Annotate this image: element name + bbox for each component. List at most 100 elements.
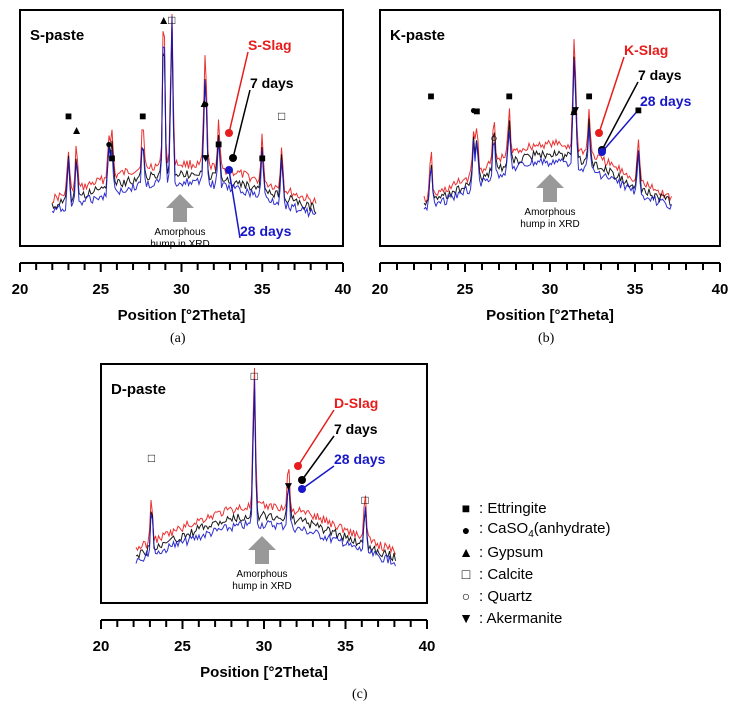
akermanite-marker-icon: ▼ <box>200 151 212 165</box>
series-label-28-days: 28 days <box>334 451 386 467</box>
calcite-marker-icon: □ <box>278 109 285 123</box>
series-line-k-slag <box>423 39 672 203</box>
x-tick-label: 30 <box>542 281 559 298</box>
series-label-7-days: 7 days <box>638 67 682 83</box>
annotation-line-2: hump in XRD <box>150 239 209 250</box>
akermanite-marker-icon: ▼ <box>283 479 295 493</box>
annotation-line-2: hump in XRD <box>232 581 291 592</box>
calcite-marker-icon: □ <box>148 451 155 465</box>
x-axis-title: Position [°2Theta] <box>118 307 246 324</box>
ettringite-marker-icon: ■ <box>139 109 146 123</box>
x-tick-label: 40 <box>335 281 352 298</box>
series-dot <box>294 462 302 470</box>
series-pointer <box>301 435 335 481</box>
x-tick-label: 40 <box>712 281 729 298</box>
paste-label: S-paste <box>30 27 84 44</box>
ettringite-marker-icon: ■ <box>65 109 72 123</box>
ettringite-marker-icon: ■ <box>635 103 642 117</box>
series-pointer <box>601 81 639 151</box>
ettringite-marker-icon: ■ <box>259 151 266 165</box>
series-line-d-slag <box>135 367 396 555</box>
caso4-marker-icon: ● <box>570 105 577 119</box>
annotation-line-1: Amorphous <box>524 207 575 218</box>
series-line-7-days <box>51 28 317 214</box>
x-tick-label: 25 <box>174 638 191 655</box>
series-dot <box>298 485 306 493</box>
legend-item-caso4: ● : CaSO4(anhydrate) <box>457 519 611 541</box>
series-line-28-days <box>51 16 317 219</box>
akermanite-marker-icon: ▼ <box>570 103 582 117</box>
quartz-icon: ○ <box>461 588 471 604</box>
ettringite-marker-icon: ■ <box>108 151 115 165</box>
chart-panel-a: 20 25 30 35 40 Position [°2Theta] S-paste Amorp… <box>12 9 352 324</box>
series-label-7-days: 7 days <box>250 75 294 91</box>
x-tick-label: 40 <box>419 638 436 655</box>
annotation-line-1: Amorphous <box>236 569 287 580</box>
amorphous-arrow-icon <box>166 194 194 222</box>
gypsum-marker-icon: ▲ <box>568 104 580 118</box>
legend-item-quartz: ○ : Quartz <box>457 585 610 607</box>
caption-b: (b) <box>538 331 555 346</box>
calcite-icon: □ <box>461 566 471 582</box>
ettringite-icon: ■ <box>461 500 471 516</box>
x-tick-label: 30 <box>256 638 273 655</box>
x-tick-label: 25 <box>92 281 109 298</box>
annotation-line-1: Amorphous <box>154 227 205 238</box>
series-label-7-days: 7 days <box>334 421 378 437</box>
paste-label: K-paste <box>390 27 445 44</box>
calcite-marker-icon: □ <box>251 369 258 383</box>
x-tick-label: 20 <box>93 638 110 655</box>
series-line-28-days <box>135 378 396 567</box>
ettringite-marker-icon: ■ <box>215 137 222 151</box>
ettringite-marker-icon: ■ <box>506 89 513 103</box>
chart-panel-c: 20 25 30 35 40 Position [°2Theta] D-paste Amorp… <box>93 363 436 681</box>
series-pointer <box>601 107 641 153</box>
caso4-marker-icon: ● <box>202 97 209 111</box>
x-axis-title: Position [°2Theta] <box>486 307 614 324</box>
series-dot <box>225 166 233 174</box>
caso4-icon: ● <box>461 522 471 538</box>
quartz-marker-icon: ○ <box>490 131 497 145</box>
plot-frame <box>100 363 428 604</box>
caso4-marker-icon: ● <box>105 137 112 151</box>
series-label-k-slag: K-Slag <box>624 42 668 58</box>
legend-item-gypsum: ▲ : Gypsum <box>457 541 610 563</box>
chart-panel-b: 20 25 30 35 40 Position [°2Theta] K-paste Amorp… <box>372 9 729 324</box>
x-tick-label: 20 <box>372 281 389 298</box>
legend-item-calcite: □ : Calcite <box>457 563 610 585</box>
series-pointer <box>297 409 335 467</box>
ettringite-marker-icon: ■ <box>473 104 480 118</box>
series-pointer <box>228 169 241 239</box>
plot-frame <box>19 9 344 247</box>
series-pointer <box>598 56 625 134</box>
legend-label: Ettringite <box>487 499 547 517</box>
caption-c: (c) <box>352 687 368 702</box>
series-line-7-days <box>135 389 396 562</box>
akermanite-icon: ▼ <box>459 610 473 626</box>
x-tick-label: 35 <box>254 281 271 298</box>
series-label-28-days: 28 days <box>240 223 292 239</box>
x-tick-label: 35 <box>627 281 644 298</box>
ettringite-marker-icon: ■ <box>585 89 592 103</box>
x-tick-label: 30 <box>173 281 190 298</box>
series-dot <box>225 129 233 137</box>
series-dot <box>298 476 306 484</box>
calcite-marker-icon: □ <box>168 13 175 27</box>
legend: ■ : Ettringite ● : CaSO4(anhydrate) ▲ : … <box>457 497 610 629</box>
x-tick-label: 35 <box>337 638 354 655</box>
series-line-7-days <box>423 56 672 207</box>
caption-a: (a) <box>170 331 186 346</box>
annotation-line-2: hump in XRD <box>520 219 579 230</box>
legend-item-ettringite: ■ : Ettringite <box>457 497 610 519</box>
series-pointer <box>232 89 251 159</box>
x-tick-label: 25 <box>457 281 474 298</box>
legend-label: Calcite <box>487 565 534 583</box>
ettringite-marker-icon: ■ <box>427 89 434 103</box>
gypsum-icon: ▲ <box>459 544 473 560</box>
legend-label: Akermanite <box>486 609 563 627</box>
x-tick-label: 20 <box>12 281 29 298</box>
series-pointer <box>228 51 249 134</box>
series-line-s-slag <box>51 13 317 206</box>
series-label-d-slag: D-Slag <box>334 395 378 411</box>
